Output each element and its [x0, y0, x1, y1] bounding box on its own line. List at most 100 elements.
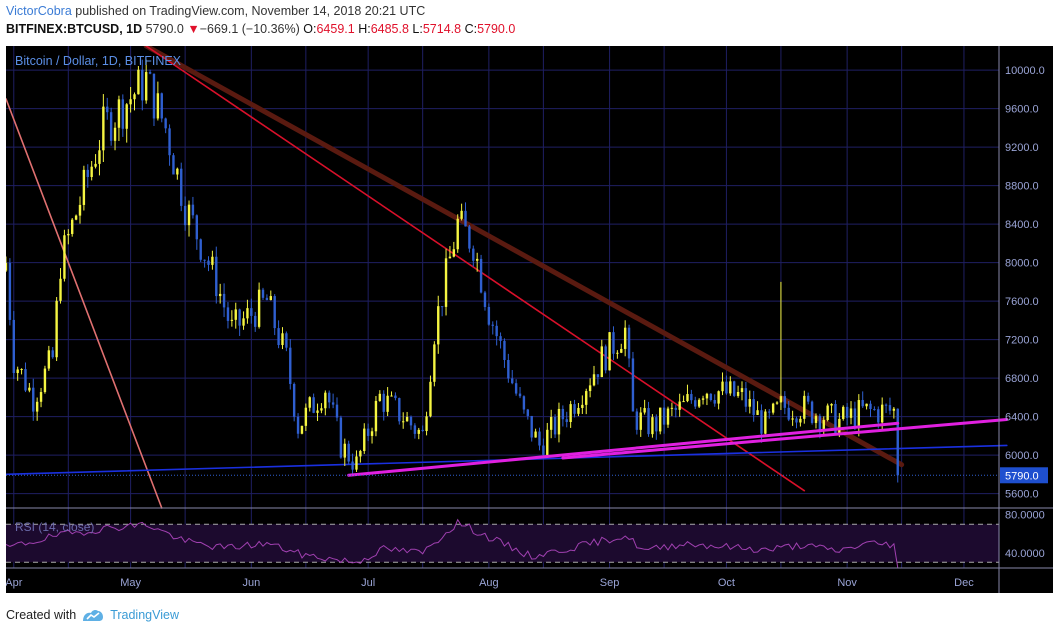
candle-body — [736, 391, 740, 396]
candle-body — [312, 397, 315, 413]
open-value: 6459.1 — [316, 22, 355, 36]
candle-body — [12, 319, 15, 374]
candle-body — [768, 411, 771, 413]
candle-body — [16, 369, 19, 374]
candle-body — [378, 393, 382, 401]
candle-body — [678, 401, 681, 410]
candle-body — [569, 404, 572, 422]
candle-body — [620, 348, 623, 353]
candle-body — [452, 249, 456, 257]
magenta-upper-line — [561, 417, 1009, 460]
candle-body — [417, 429, 420, 434]
price-change: −669.1 (−10.36%) — [199, 22, 300, 36]
candle-body — [269, 296, 272, 301]
candle-body — [296, 416, 300, 434]
last-price: 5790.0 — [145, 22, 184, 36]
candle-body — [289, 347, 292, 384]
candle-body — [273, 296, 276, 329]
candle-body — [51, 350, 54, 358]
candle-body — [616, 352, 619, 354]
candle-body — [347, 443, 350, 462]
candle-body — [195, 215, 199, 240]
candle-body — [507, 359, 510, 379]
candle-body — [261, 289, 265, 298]
candle-body — [144, 72, 148, 101]
candle-body — [374, 400, 378, 432]
candle-body — [90, 166, 93, 177]
y-tick-label: 9200.0 — [1005, 142, 1039, 154]
candle-body — [199, 239, 202, 260]
candle-body — [830, 403, 833, 406]
candle-body — [164, 118, 167, 129]
candle-body — [709, 393, 713, 401]
close-label: C: — [464, 22, 478, 36]
candle-body — [623, 327, 627, 349]
candle-body — [35, 401, 39, 412]
candle-body — [320, 408, 323, 411]
candle-body — [838, 418, 841, 434]
candle-body — [363, 428, 366, 451]
tradingview-logo-icon[interactable] — [82, 608, 104, 622]
candle-body — [826, 405, 829, 421]
candle-body — [643, 408, 646, 413]
tradingview-link[interactable]: TradingView — [110, 608, 179, 622]
candle-body — [20, 369, 23, 371]
candle-body — [869, 403, 872, 410]
candle-body — [612, 332, 615, 354]
candle-body — [717, 391, 720, 404]
candle-body — [386, 395, 389, 412]
trendlines — [5, 43, 1008, 509]
y-tick-label: 5600.0 — [1005, 489, 1039, 501]
candle-body — [187, 204, 191, 226]
candle-body — [546, 429, 549, 455]
y-tick-label: 7200.0 — [1005, 335, 1039, 347]
last-price-badge — [1000, 467, 1048, 484]
y-tick-label: 6400.0 — [1005, 412, 1039, 424]
candle-body — [803, 395, 806, 419]
candle-body — [674, 407, 677, 410]
chart-svg[interactable]: 10000.0 9600.0 9200.0 8800.0 8400.0 8000.0 760… — [4, 43, 1053, 593]
y-tick-label: 7600.0 — [1005, 296, 1039, 308]
candle-body — [137, 69, 140, 95]
symbol-line: BITFINEX:BTCUSD, 1D 5790.0 ▼−669.1 (−10.… — [6, 20, 1046, 38]
candle-body — [518, 393, 522, 397]
candle-body — [892, 408, 896, 411]
candle-body — [534, 431, 537, 438]
candle-body — [67, 233, 70, 236]
candle-body — [814, 415, 818, 423]
candle-body — [795, 418, 798, 423]
candle-body — [82, 169, 86, 205]
candle-body — [581, 404, 584, 408]
candle-body — [647, 408, 650, 435]
author-link[interactable]: VictorCobra — [6, 4, 72, 18]
candle-body — [405, 416, 409, 422]
candle-body — [845, 406, 849, 418]
candle-body — [308, 397, 311, 408]
magenta-lower-line — [347, 421, 900, 477]
candle-body — [331, 402, 335, 405]
low-value: 5714.8 — [422, 22, 462, 36]
candle-body — [300, 425, 304, 434]
candle-body — [585, 391, 588, 405]
candle-body — [421, 429, 424, 432]
candle-body — [257, 289, 261, 327]
candle-body — [538, 431, 541, 446]
candle-body — [588, 385, 592, 392]
candle-body — [183, 205, 187, 226]
candle-body — [487, 306, 491, 325]
candle-body — [366, 428, 370, 436]
candle-body — [370, 431, 374, 436]
candle-body — [398, 398, 401, 422]
x-tick-label: Jul — [361, 577, 375, 589]
chart-area[interactable]: 10000.0 9600.0 9200.0 8800.0 8400.0 8000.0 760… — [4, 43, 1053, 593]
high-value: 6485.8 — [370, 22, 409, 36]
candle-body — [592, 374, 596, 386]
candle-body — [71, 219, 74, 234]
candle-body — [440, 306, 444, 308]
candle-body — [102, 106, 105, 151]
candle-body — [549, 416, 553, 430]
candle-body — [172, 155, 175, 175]
candle-body — [250, 308, 253, 316]
candle-body — [156, 93, 160, 119]
candle-body — [896, 408, 899, 476]
